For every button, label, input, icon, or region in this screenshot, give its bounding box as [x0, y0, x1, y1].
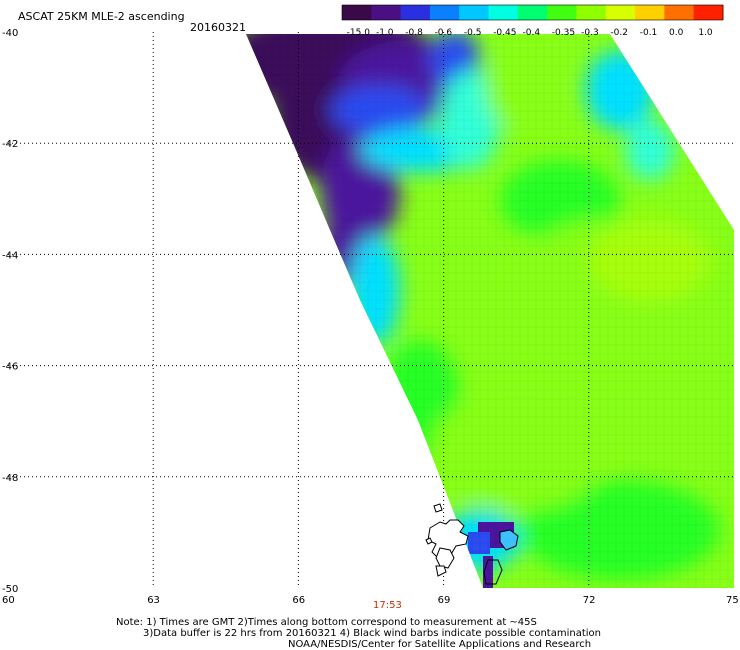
y-axis-tick-labels: -40 -42 -44 -46 -48 -50 — [2, 28, 18, 595]
colorbar-tick-label: -0.8 — [405, 28, 423, 38]
y-tick-label: -40 — [2, 28, 18, 39]
x-tick-label: 69 — [438, 595, 451, 606]
colorbar-swatch — [342, 5, 372, 20]
footnote-line-2: 3)Data buffer is 22 hrs from 20160321 4)… — [143, 628, 601, 639]
y-tick-label: -42 — [2, 139, 18, 150]
colorbar-swatch — [664, 5, 695, 20]
y-tick-label: -48 — [2, 473, 18, 484]
x-tick-label: 75 — [726, 595, 739, 606]
coastline-islands — [425, 503, 519, 585]
colorbar-swatch — [459, 5, 490, 20]
y-tick-label: -44 — [2, 250, 18, 261]
colorbar-swatch — [517, 5, 548, 20]
chart-date: 20160321 — [190, 21, 246, 34]
colorbar-tick-label: -0.1 — [640, 28, 658, 38]
colorbar-tick-labels: -15.0 -1.0 -0.8 -0.6 -0.5 -0.45 -0.4 -0.35 -0.3 -… — [347, 28, 713, 38]
time-label: 17:53 — [373, 600, 402, 611]
colorbar-tick-label: -15.0 — [347, 28, 371, 38]
colorbar: -15.0 -1.0 -0.8 -0.6 -0.5 -0.45 -0.4 -0.35 -0.3 -… — [341, 4, 724, 38]
y-tick-label: -50 — [2, 584, 18, 595]
colorbar-tick-label: -1.0 — [376, 28, 394, 38]
x-tick-label: 66 — [292, 595, 305, 606]
colorbar-tick-label: -0.3 — [581, 28, 599, 38]
colorbar-tick-label: -0.45 — [493, 28, 516, 38]
x-tick-label: 72 — [583, 595, 596, 606]
x-axis-tick-labels: 60 63 66 69 72 75 — [2, 595, 739, 606]
colorbar-tick-label: -0.2 — [610, 28, 628, 38]
colorbar-swatch — [547, 5, 577, 20]
chart-title: ASCAT 25KM MLE-2 ascending — [18, 10, 185, 23]
colorbar-tick-label: -0.6 — [435, 28, 453, 38]
colorbar-tick-label: -0.4 — [523, 28, 541, 38]
colorbar-swatch — [488, 5, 519, 20]
colorbar-swatch — [635, 5, 665, 20]
colorbar-swatch — [371, 5, 402, 20]
x-tick-label: 60 — [2, 595, 15, 606]
colorbar-tick-label: -0.5 — [464, 28, 482, 38]
footnote-credit: NOAA/NESDIS/Center for Satellite Applica… — [288, 639, 591, 650]
y-tick-label: -46 — [2, 362, 18, 373]
lat-lon-grid — [8, 32, 734, 588]
colorbar-tick-label: 0.0 — [669, 28, 684, 38]
colorbar-swatch — [576, 5, 607, 20]
x-tick-label: 63 — [147, 595, 160, 606]
colorbar-swatch — [693, 5, 724, 20]
colorbar-swatch — [605, 5, 636, 20]
colorbar-swatch — [429, 5, 460, 20]
colorbar-tick-label: 1.0 — [698, 28, 713, 38]
colorbar-tick-label: -0.35 — [552, 28, 575, 38]
footnote-line-1: Note: 1) Times are GMT 2)Times along bot… — [116, 617, 537, 628]
colorbar-swatch — [400, 5, 431, 20]
